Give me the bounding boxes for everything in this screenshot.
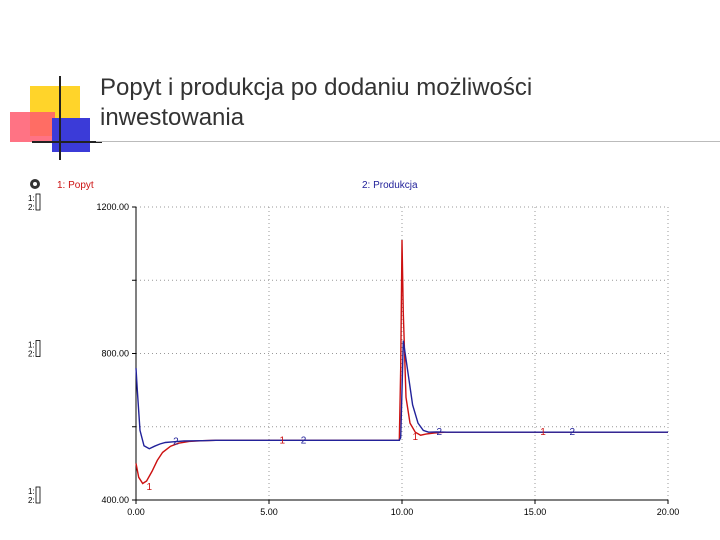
slide-title: Popyt i produkcja po dodaniu możliwości …: [100, 74, 533, 131]
y-scale-bracket: [35, 486, 41, 504]
series-line-1: [135, 239, 668, 485]
decor-pink-square: [10, 112, 55, 142]
y-scale-marks: 1:2:1:2:1:2:: [28, 193, 41, 505]
graph-pad-icon[interactable]: [30, 179, 40, 189]
series-marker-1: 1: [540, 427, 546, 438]
series-marker-2: 2: [436, 427, 442, 438]
y-scale-mark: 2:: [28, 350, 35, 359]
y-scale-bracket: [35, 340, 41, 357]
line-chart: 1: Popyt 2: Produkcja 1:2:1:2:1:2: 400.0…: [28, 179, 679, 517]
series-marker-2: 2: [569, 427, 575, 438]
y-scale-bracket: [35, 193, 41, 211]
series-marker-2: 2: [301, 435, 307, 446]
y-tick-label: 1200.00: [96, 202, 129, 212]
decor-blue-square: [52, 118, 90, 152]
series-marker-2: 2: [173, 437, 179, 448]
x-tick-label: 20.00: [657, 507, 680, 517]
y-scale-mark: 2:: [28, 203, 35, 212]
series-marker-1: 1: [413, 432, 419, 443]
series-line-2: [135, 340, 668, 450]
chart-series: 1 2 1 2 1 2 1 2: [135, 239, 668, 493]
decor-vertical-line: [59, 76, 61, 160]
y-tick-labels: 400.00 800.00 1200.00: [96, 202, 129, 505]
y-tick-label: 800.00: [101, 349, 129, 359]
x-tick-labels: 0.00 5.00 10.00 15.00 20.00: [127, 500, 679, 517]
y-scale-mark: 1:: [28, 341, 35, 350]
legend-popyt: 1: Popyt: [57, 180, 94, 191]
y-tick-label: 400.00: [101, 495, 129, 505]
x-tick-label: 5.00: [260, 507, 278, 517]
legend-produkcja: 2: Produkcja: [362, 180, 418, 191]
x-tick-label: 15.00: [524, 507, 547, 517]
y-scale-mark: 1:: [28, 194, 35, 203]
chart-grid: [132, 206, 669, 501]
x-tick-label: 0.00: [127, 507, 145, 517]
series-marker-1: 1: [147, 482, 153, 493]
y-scale-mark: 2:: [28, 496, 35, 505]
x-tick-label: 10.00: [391, 507, 414, 517]
decor-horizontal-line: [32, 141, 102, 143]
series-marker-1: 1: [280, 435, 286, 446]
title-underline: [96, 141, 720, 142]
y-scale-mark: 1:: [28, 487, 35, 496]
